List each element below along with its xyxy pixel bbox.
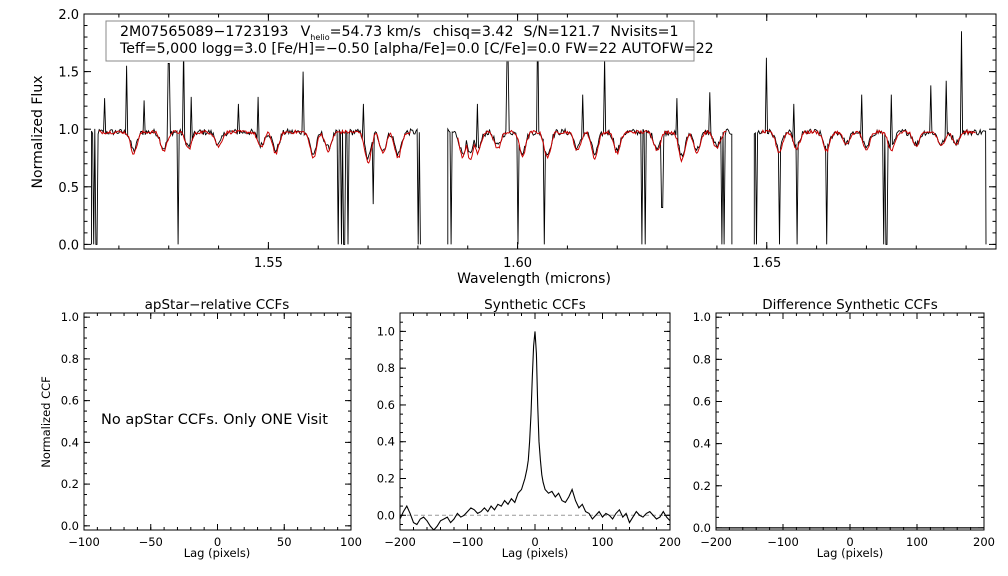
difference-ticks: −200 −100 0 100 200 0.0 0.2 0.4 0.6 0.8 1.0 (693, 310, 995, 549)
x-tick-label: 100 (340, 535, 362, 549)
x-tick-label: 50 (277, 535, 292, 549)
info-v-prefix: V (301, 24, 311, 40)
y-tick-label: 0.0 (377, 508, 395, 522)
difference-title: Difference Synthetic CCFs (762, 297, 938, 313)
x-tick-label: −100 (452, 535, 484, 549)
apstar-no-data-message: No apStar CCFs. Only ONE Visit (101, 412, 328, 428)
synthetic-x-axis-label: Lag (pixels) (502, 546, 569, 560)
y-tick-label: 0.0 (693, 521, 711, 535)
y-tick-label: 0.8 (61, 352, 79, 366)
spectrum-info-box: 2M07565089−1723193 Vhelio=54.73 km/s chisq… (105, 20, 714, 62)
model-spectrum-chip-3 (761, 129, 976, 153)
info-nvisits: Nvisits=1 (610, 24, 678, 40)
spectrum-panel: 1.55 1.60 1.65 0.0 0.5 1.0 1.5 2.0 Wavelength (… (30, 8, 997, 287)
y-tick-label: 0.2 (377, 472, 395, 486)
y-tick-label: 0.4 (377, 435, 395, 449)
info-box-frame (105, 20, 695, 62)
x-tick-label: −100 (68, 535, 100, 549)
x-tick-label: 200 (659, 535, 681, 549)
y-tick-label: 1.0 (377, 324, 395, 338)
info-star-id: 2M07565089−1723193 (120, 24, 289, 40)
info-chisq: chisq=3.42 (433, 24, 514, 40)
apstar-x-axis-label: Lag (pixels) (184, 546, 251, 560)
info-v-subscript: helio (310, 33, 329, 42)
y-tick-label: 1.0 (61, 310, 79, 324)
difference-axes-box (715, 312, 985, 531)
synthetic-ccf-panel: −200 −100 0 100 200 0.0 0.2 0.4 0.6 0.8 1.0 Synthe… (377, 297, 681, 560)
y-tick-label: 0.4 (693, 437, 711, 451)
spectrum-axes-box (83, 13, 997, 250)
difference-x-axis-label: Lag (pixels) (817, 546, 884, 560)
spectrum-y-axis-label: Normalized Flux (30, 76, 46, 189)
y-tick-label: 0.6 (693, 394, 711, 408)
synthetic-axes-box (399, 312, 671, 531)
spectrum-x-axis-label: Wavelength (microns) (457, 271, 611, 287)
spectrum-ticks: 1.55 1.60 1.65 0.0 0.5 1.0 1.5 2.0 (58, 8, 996, 271)
model-spectrum-chip-1 (98, 129, 411, 164)
apstar-ccf-panel: −100 −50 0 50 100 0.0 0.2 0.4 0.6 0.8 1.0 apStar−r… (39, 297, 362, 560)
apstar-y-axis-label: Normalized CCF (39, 376, 53, 468)
y-tick-label: 0.6 (61, 394, 79, 408)
y-tick-label: 0.8 (377, 361, 395, 375)
x-tick-label: −50 (139, 535, 163, 549)
observed-spectrum-chip-1 (91, 46, 421, 245)
synthetic-ccf-line (400, 331, 670, 530)
y-tick-label: 1.0 (58, 123, 79, 138)
x-tick-label: −200 (700, 535, 732, 549)
x-tick-label: −200 (384, 535, 416, 549)
model-spectrum-chip-2 (457, 129, 727, 164)
x-tick-label: −100 (767, 535, 799, 549)
observed-spectrum-chip-3 (753, 31, 987, 245)
y-tick-label: 1.5 (58, 66, 79, 81)
x-tick-label: 200 (973, 535, 995, 549)
spectrum-plot-area (91, 14, 987, 245)
synthetic-plot-area (400, 331, 670, 530)
info-line-2: Teff=5,000 logg=3.0 [Fe/H]=−0.50 [alpha/… (119, 41, 714, 57)
x-tick-label: 0 (531, 535, 538, 549)
x-tick-label: 100 (906, 535, 928, 549)
synthetic-ticks: −200 −100 0 100 200 0.0 0.2 0.4 0.6 0.8 1.0 (377, 313, 681, 549)
y-tick-label: 1.0 (693, 310, 711, 324)
difference-ccf-panel: −200 −100 0 100 200 0.0 0.2 0.4 0.6 0.8 1.0 Differ… (693, 297, 995, 560)
synthetic-title: Synthetic CCFs (484, 297, 586, 313)
apstar-ticks: −100 −50 0 50 100 0.0 0.2 0.4 0.6 0.8 1.0 (61, 310, 362, 549)
x-tick-label: 1.55 (254, 256, 283, 271)
y-tick-label: 0.4 (61, 435, 79, 449)
y-tick-label: 0.2 (61, 477, 79, 491)
y-tick-label: 2.0 (58, 8, 79, 23)
x-tick-label: 0 (214, 535, 221, 549)
y-tick-label: 0.0 (61, 519, 79, 533)
x-tick-label: 1.60 (503, 256, 532, 271)
y-tick-label: 0.8 (693, 352, 711, 366)
y-tick-label: 0.6 (377, 398, 395, 412)
y-tick-label: 0.2 (693, 479, 711, 493)
x-tick-label: 0 (846, 535, 853, 549)
apstar-title: apStar−relative CCFs (145, 297, 290, 313)
info-snr: S/N=121.7 (523, 24, 600, 40)
x-tick-label: 1.65 (752, 256, 781, 271)
info-v-value: =54.73 km/s (330, 24, 421, 40)
x-tick-label: 100 (592, 535, 614, 549)
y-tick-label: 0.5 (58, 181, 79, 196)
y-tick-label: 0.0 (58, 238, 79, 253)
info-line-1: 2M07565089−1723193 Vhelio=54.73 km/s chisq… (120, 24, 679, 42)
